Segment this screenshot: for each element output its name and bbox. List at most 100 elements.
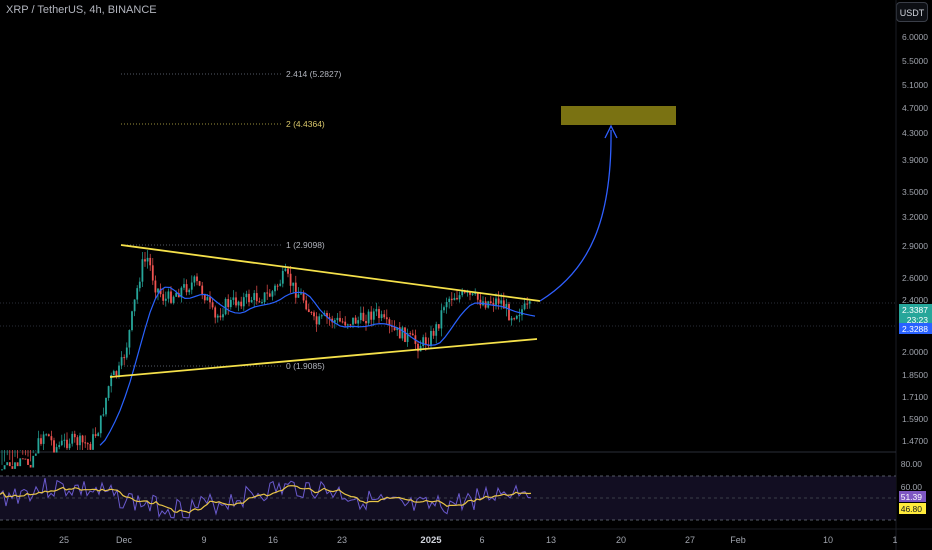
candle-body: [261, 302, 263, 304]
time-label: 27: [685, 535, 695, 545]
candle-body: [383, 314, 386, 318]
candle-body: [336, 317, 339, 321]
price-axis: 6.0000 5.5000 5.1000 4.7000 4.3000 3.900…: [902, 32, 928, 446]
candle-body: [518, 315, 521, 317]
price-label: 5.5000: [902, 56, 928, 66]
candle-body: [157, 288, 159, 293]
candle-body: [214, 307, 217, 318]
time-label: 16: [268, 535, 278, 545]
price-label: 4.7000: [902, 103, 928, 113]
candle-body: [40, 438, 42, 444]
candle-body: [305, 300, 308, 310]
candle-body: [216, 315, 219, 318]
candle-body: [224, 299, 227, 315]
time-label: 23: [337, 535, 347, 545]
candle-body: [456, 297, 458, 300]
candle-body: [349, 324, 352, 326]
price-label: 2.0000: [902, 347, 928, 357]
candle-body: [144, 259, 146, 262]
candle-body: [164, 298, 167, 301]
candle-body: [188, 289, 191, 293]
candle-body: [255, 293, 258, 302]
candle-body: [271, 291, 274, 297]
candle-body: [497, 298, 500, 304]
candle-body: [409, 333, 412, 335]
candle-body: [279, 283, 282, 286]
candle-body: [53, 440, 55, 453]
upper-trendline[interactable]: [120, 244, 541, 302]
time-label: 1: [892, 535, 897, 545]
curved-arrow-up-icon[interactable]: [539, 124, 618, 302]
candle-body: [521, 309, 523, 316]
candle-body: [352, 317, 354, 325]
candle-body: [102, 414, 105, 416]
candle-body: [292, 282, 295, 286]
price-label: 2.4000: [902, 295, 928, 305]
candle-body: [94, 434, 97, 437]
candle-body: [385, 317, 388, 320]
candle-body: [495, 298, 497, 305]
candle-body: [287, 268, 289, 274]
candle-body: [60, 440, 63, 446]
lower-trendline[interactable]: [109, 338, 538, 378]
candle-body: [354, 317, 357, 324]
candle-body: [469, 291, 471, 295]
candle-body: [315, 316, 318, 325]
candle-body: [463, 291, 466, 293]
candle-body: [440, 310, 443, 329]
candle-body: [14, 462, 16, 469]
candle-body: [430, 330, 432, 346]
candle-body: [406, 333, 409, 342]
osc-label: 60.00: [901, 482, 923, 492]
current-price-value: 2.3387: [902, 305, 928, 315]
candle-body: [313, 312, 315, 317]
candle-body: [190, 282, 193, 290]
candle-body: [372, 311, 375, 320]
candle-body: [37, 438, 40, 454]
candle-body: [242, 297, 245, 307]
price-label: 6.0000: [902, 32, 928, 42]
candle-body: [302, 293, 305, 301]
moving-average-line: [99, 286, 536, 446]
candle-body: [172, 296, 175, 303]
candle-body: [417, 343, 419, 352]
candle-body: [500, 300, 503, 304]
candle-body: [344, 321, 347, 326]
candle-body: [170, 291, 172, 303]
candle-body: [16, 462, 19, 467]
candle-body: [201, 285, 204, 295]
candle-body: [398, 327, 401, 339]
fib-label-1: 1 (2.9098): [286, 240, 325, 250]
candle-body: [120, 357, 123, 366]
candle-body: [268, 293, 271, 297]
candle-body: [492, 303, 495, 305]
candle-body: [458, 295, 461, 300]
time-label: 9: [201, 535, 206, 545]
candle-body: [138, 281, 141, 289]
candle-body: [346, 324, 349, 326]
candle-body: [63, 439, 66, 441]
time-label: 10: [823, 535, 833, 545]
candle-body: [476, 293, 479, 300]
candle-body: [411, 333, 414, 336]
candle-body: [502, 300, 505, 309]
candle-body: [227, 299, 230, 308]
candlestick-series: [1, 250, 531, 471]
price-label: 3.5000: [902, 187, 928, 197]
candle-body: [453, 297, 456, 301]
time-label: 20: [616, 535, 626, 545]
candle-body: [310, 312, 313, 314]
candle-body: [232, 297, 235, 300]
candle-body: [318, 316, 321, 325]
price-label: 5.1000: [902, 80, 928, 90]
candle-body: [380, 314, 383, 319]
candle-body: [32, 455, 35, 468]
candle-body: [92, 434, 94, 450]
candle-body: [21, 458, 24, 460]
candle-body: [461, 291, 464, 296]
candle-body: [206, 297, 209, 301]
target-zone[interactable]: [561, 106, 676, 125]
candle-body: [263, 292, 266, 303]
candle-body: [245, 293, 248, 298]
